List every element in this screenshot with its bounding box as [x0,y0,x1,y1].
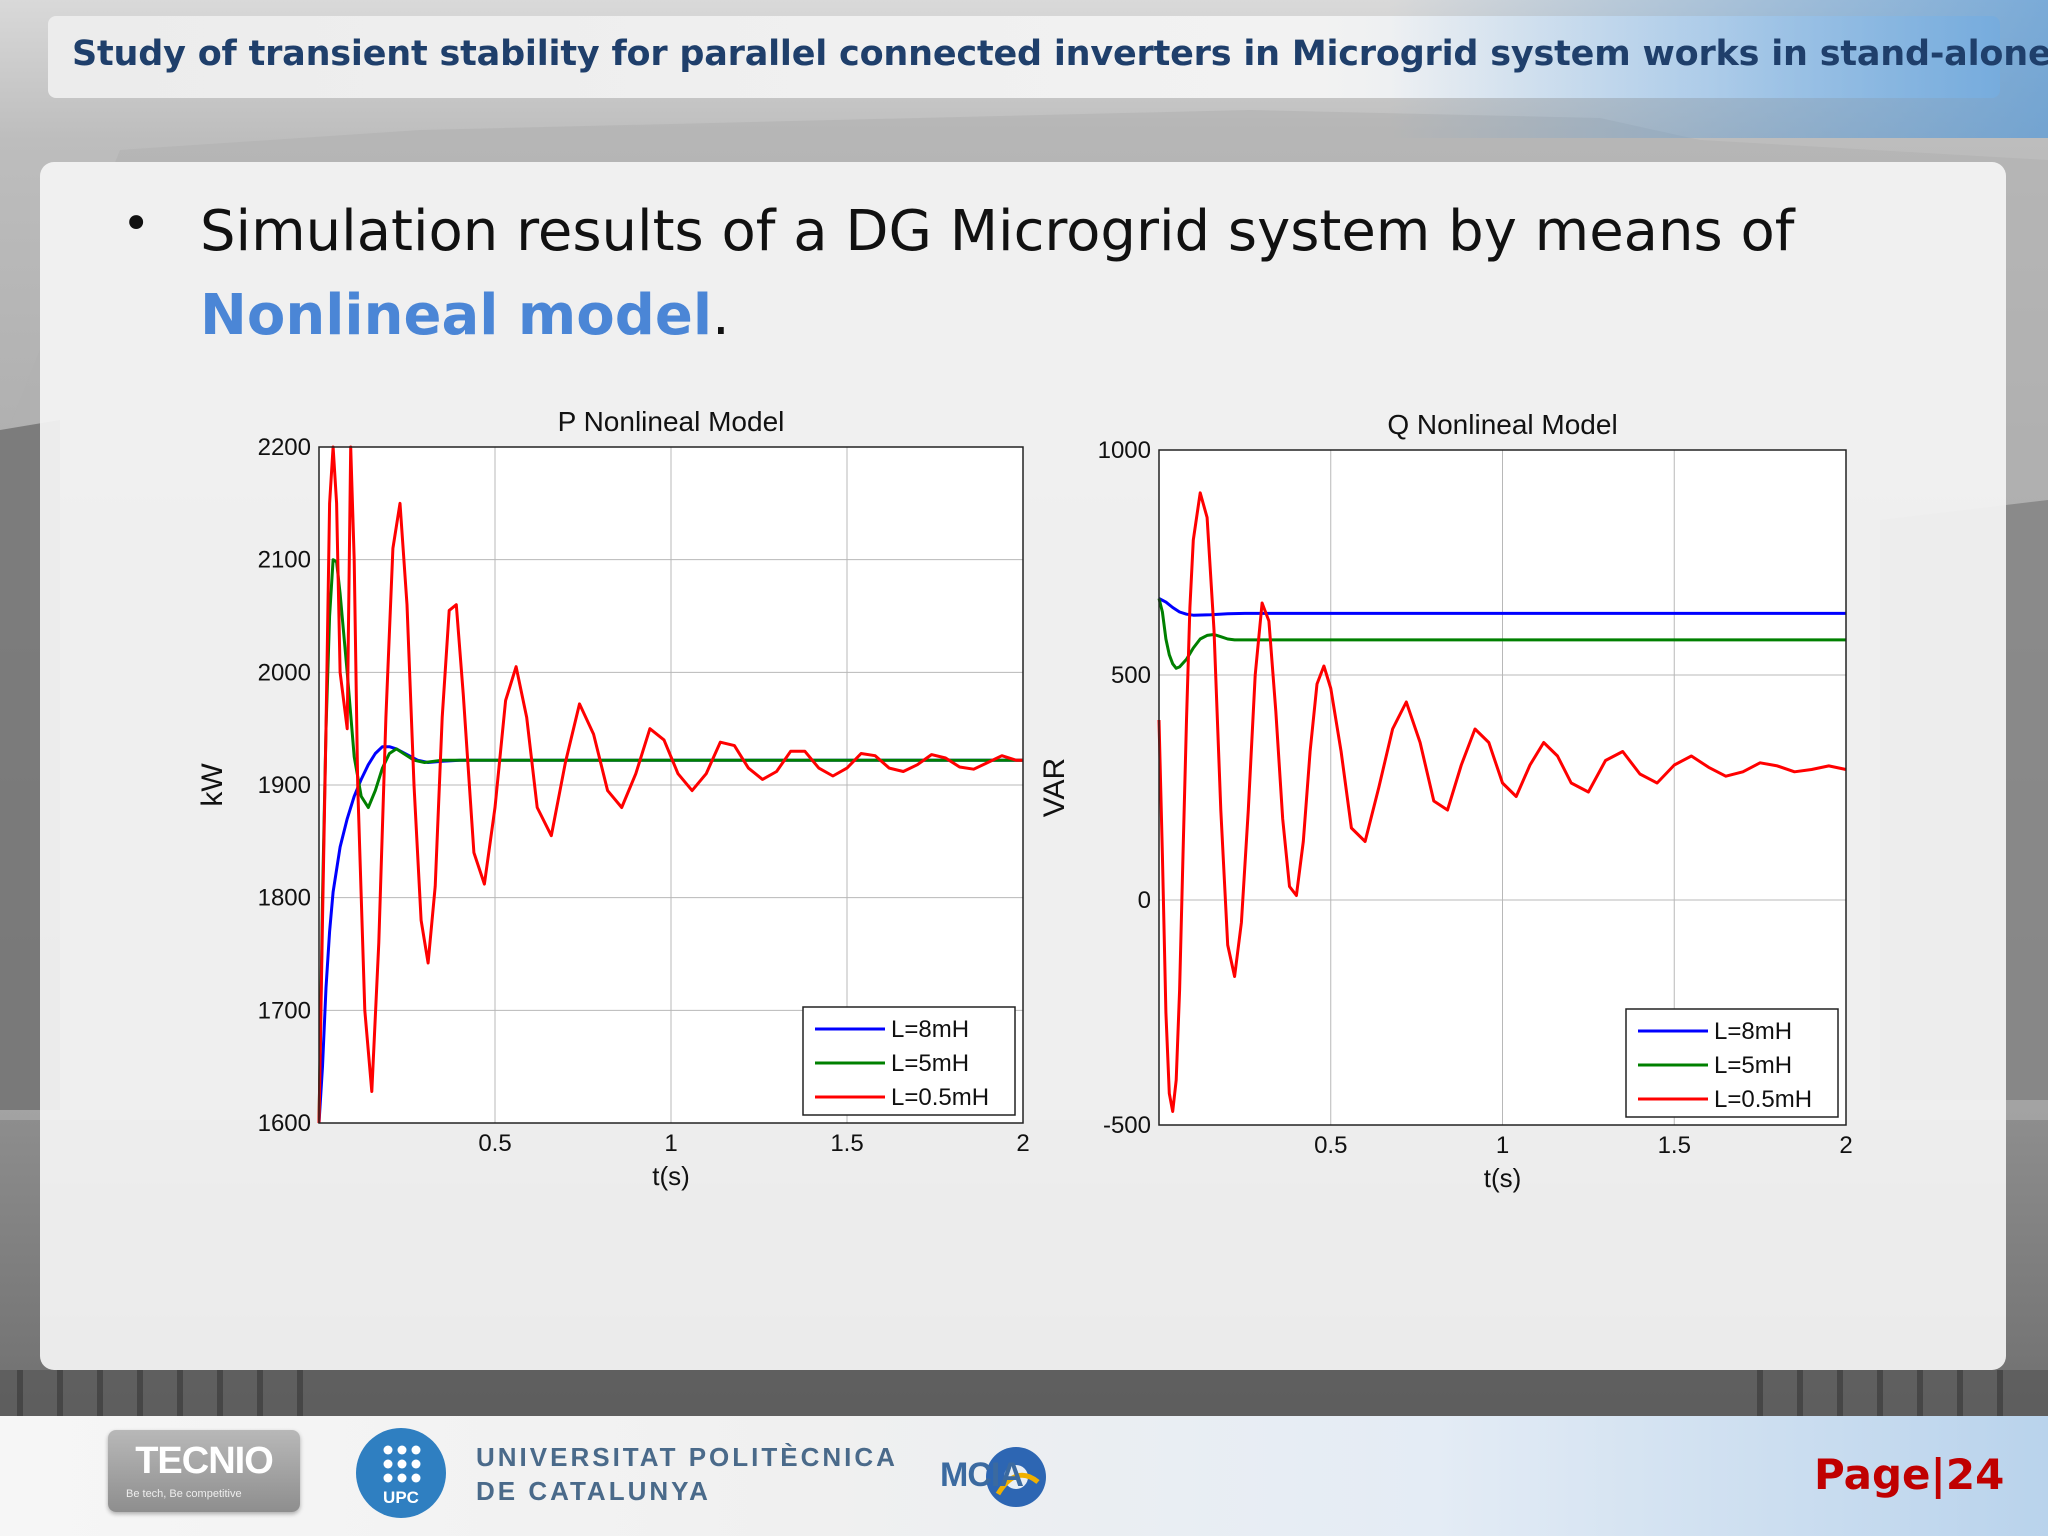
series-line-L=0.5mH [317,445,1023,1124]
x-axis-label: t(s) [652,1161,690,1191]
page-number: Page|24 [1814,1450,2004,1499]
university-name-line1: UNIVERSITAT POLITÈCNICA [476,1442,898,1472]
y-tick-label: 500 [1111,662,1151,689]
bullet-text: Simulation results of a DG Microgrid sys… [200,190,1820,358]
plot-frame [318,446,1024,1124]
x-tick-label: 1.5 [1658,1132,1691,1159]
slide-title: Study of transient stability for paralle… [72,34,2048,74]
page-separator: | [1930,1450,1946,1499]
bullet-highlight: Nonlineal model [200,283,713,348]
upc-logo-label: UPC [383,1488,419,1507]
tecnio-logo-text: TECNIO [135,1440,274,1482]
x-tick-label: 1.5 [830,1130,863,1157]
chart-p-nonlineal-model: 0.5 1 1.5 2 1600 1700 1800 1900 2000 2100 2200 P No… [196,406,1030,1191]
bullet-text-end: . [712,283,730,348]
y-tick-label: 1600 [258,1110,311,1137]
chart-q-nonlineal-model: 0.5 1 1.5 2 -500 0 500 1000 Q Nonlineal Model t(s… [1038,409,1853,1193]
x-tick-label: 2 [1016,1130,1029,1157]
y-tick-label: 1800 [258,885,311,912]
x-tick-label: 0.5 [478,1130,511,1157]
page-label: Page [1814,1450,1931,1499]
legend-entry: L=0.5mH [891,1084,989,1111]
chart-title: P Nonlineal Model [558,406,785,437]
tecnio-tagline: Be tech, Be competitive [126,1488,242,1500]
bullet-text-main: Simulation results of a DG Microgrid sys… [200,199,1795,264]
x-tick-label: 1 [664,1130,677,1157]
mcia-logo: MCIA [938,1444,1068,1510]
legend-entry: L=0.5mH [1714,1086,1812,1113]
page-number-value: 24 [1945,1450,2005,1499]
y-axis-label: VAR [1038,758,1071,817]
y-tick-label: 0 [1138,887,1151,914]
legend-entry: L=8mH [891,1016,969,1043]
y-tick-label: 2000 [258,659,311,686]
y-tick-label: 2100 [258,547,311,574]
legend-entry: L=8mH [1714,1018,1792,1045]
y-tick-label: -500 [1103,1112,1151,1139]
y-tick-label: 2200 [258,434,311,461]
y-tick-label: 1700 [258,997,311,1024]
mcia-gear-icon [986,1447,1046,1507]
x-tick-label: 2 [1839,1132,1852,1159]
y-tick-label: 1900 [258,772,311,799]
series-line-L=0.5mH [1157,491,1847,1113]
upc-dots-icon [383,1445,421,1483]
x-axis-label: t(s) [1484,1163,1522,1193]
series-line-L=5mH [1157,598,1846,670]
x-tick-label: 0.5 [1314,1132,1347,1159]
tecnio-logo: TECNIO Be tech, Be competitive [108,1430,300,1512]
y-axis-label: kW [196,763,229,807]
legend-entry: L=5mH [1714,1052,1792,1079]
mcia-logo-text: MCIA [940,1456,1024,1494]
legend-entry: L=5mH [891,1050,969,1077]
chart-title: Q Nonlineal Model [1387,409,1617,440]
upc-logo: UPC [356,1428,446,1518]
y-tick-label: 1000 [1098,437,1151,464]
plot-frame [1158,449,1847,1126]
x-tick-label: 1 [1496,1132,1509,1159]
university-name: UNIVERSITAT POLITÈCNICA DE CATALUNYA [476,1440,898,1508]
bullet-point-icon: • [122,196,151,252]
university-name-line2: DE CATALUNYA [476,1476,711,1506]
